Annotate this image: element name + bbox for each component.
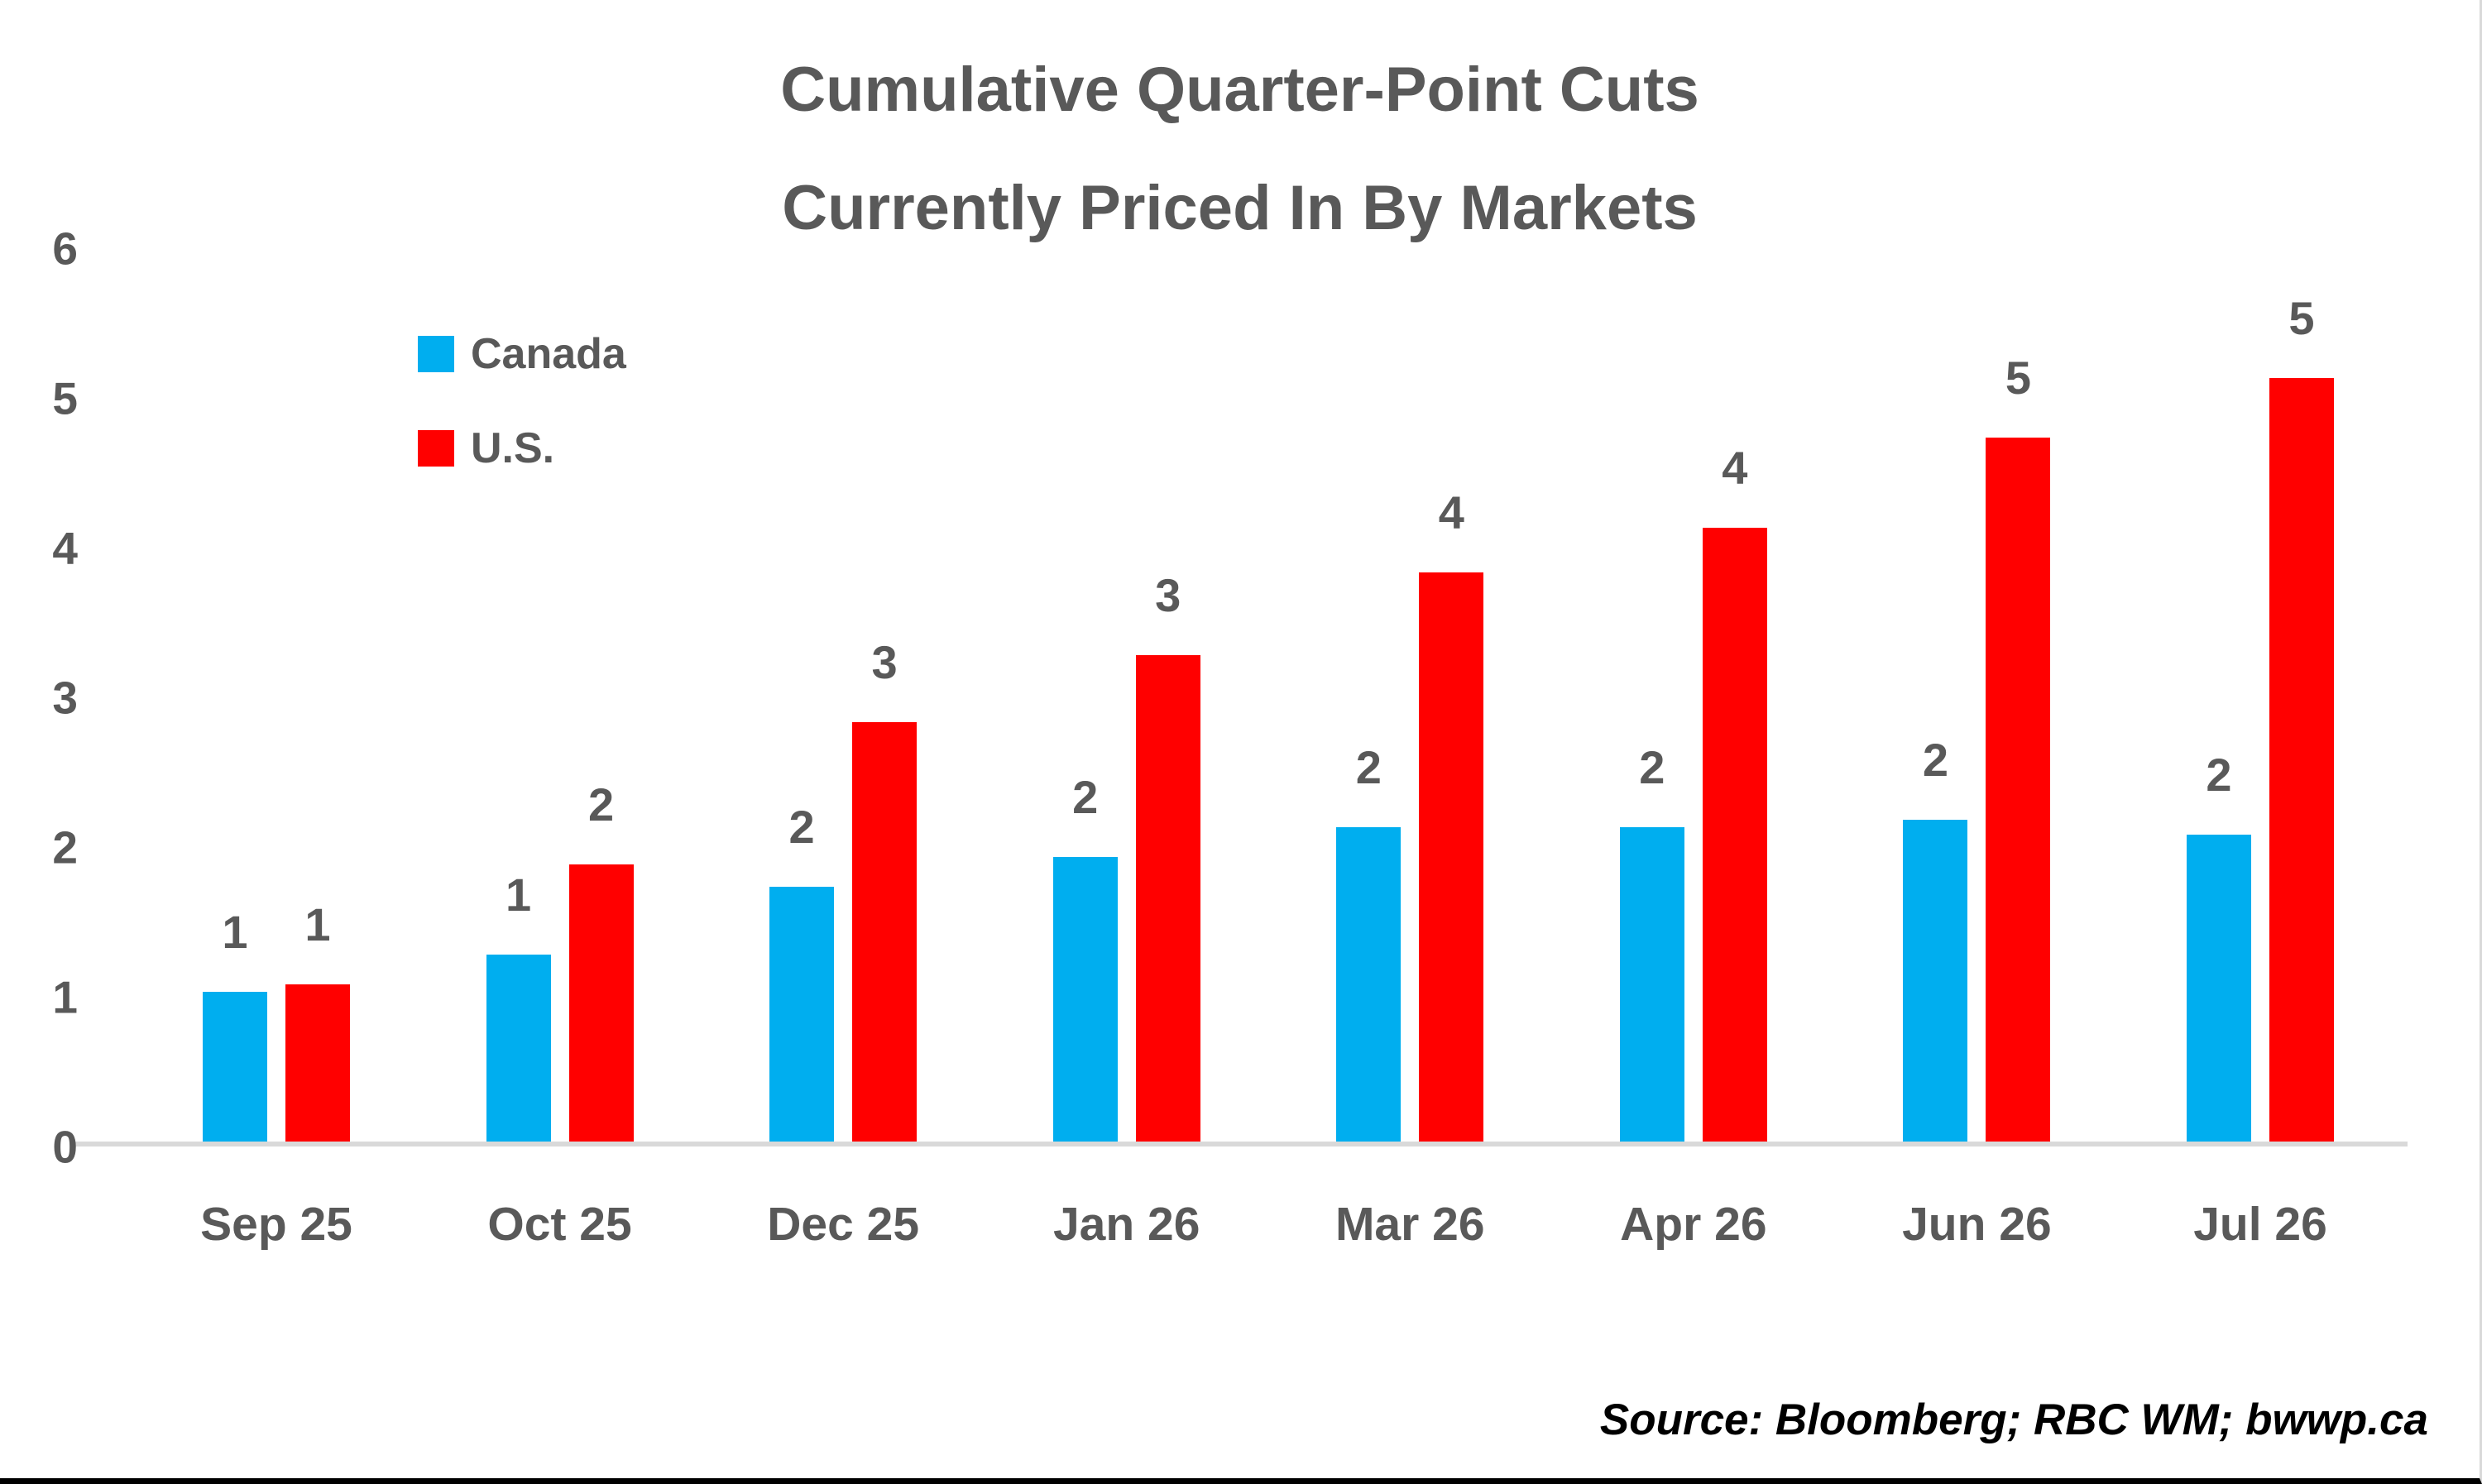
x-axis-label-2: Dec 25 — [767, 1198, 920, 1251]
bar-value-label-us-7: 5 — [2288, 292, 2315, 344]
legend-label-canada: Canada — [471, 330, 626, 378]
source-note: Source: Bloomberg; RBC WM; bwwp.ca — [1599, 1395, 2428, 1444]
bar-us-0 — [285, 984, 350, 1142]
bar-us-1 — [568, 864, 634, 1142]
x-axis-label-4: Mar 26 — [1334, 1198, 1485, 1251]
bar-value-label-canada-1: 1 — [505, 869, 532, 921]
bar-canada-6 — [1903, 820, 1968, 1142]
chart-title-line2: Currently Priced In By Markets — [782, 172, 1698, 243]
bar-us-5 — [1702, 528, 1767, 1142]
bar-value-label-canada-7: 2 — [2206, 749, 2232, 801]
bar-value-label-us-6: 5 — [2005, 352, 2031, 404]
bar-us-7 — [2269, 378, 2334, 1142]
legend-swatch-us-icon — [418, 430, 454, 467]
bar-canada-4 — [1336, 827, 1402, 1142]
bar-canada-2 — [769, 887, 835, 1142]
bar-value-label-us-5: 4 — [1722, 442, 1748, 494]
legend-swatch-canada-icon — [418, 336, 454, 372]
bar-us-2 — [852, 722, 918, 1142]
bar-value-label-us-2: 3 — [871, 636, 898, 688]
bar-value-label-canada-3: 2 — [1072, 771, 1099, 823]
x-axis-label-7: Jul 26 — [2193, 1198, 2327, 1251]
legend: Canada U.S. — [418, 330, 626, 519]
bar-canada-5 — [1619, 827, 1684, 1142]
y-axis-tick-label: 2 — [52, 821, 78, 874]
legend-label-us: U.S. — [471, 424, 555, 472]
y-axis-tick-label: 3 — [52, 672, 78, 724]
legend-item-us: U.S. — [418, 424, 626, 472]
x-axis-label-6: Jun 26 — [1902, 1198, 2052, 1251]
bar-us-6 — [1986, 438, 2051, 1142]
y-axis-tick-label: 0 — [52, 1121, 78, 1173]
bar-canada-0 — [203, 992, 267, 1142]
chart-title: Cumulative Quarter-Point Cuts Currently … — [0, 31, 2480, 268]
x-axis-label-0: Sep 25 — [200, 1198, 352, 1251]
chart-title-line1: Cumulative Quarter-Point Cuts — [780, 55, 1699, 125]
bar-value-label-canada-4: 2 — [1355, 741, 1382, 793]
bar-value-label-us-1: 2 — [587, 778, 615, 831]
bar-us-4 — [1419, 572, 1484, 1142]
bar-value-label-us-4: 4 — [1438, 486, 1464, 539]
bar-value-label-canada-2: 2 — [788, 801, 815, 853]
bar-value-label-canada-6: 2 — [1922, 734, 1948, 786]
x-axis-label-3: Jan 26 — [1052, 1198, 1200, 1251]
x-axis-line — [73, 1142, 2408, 1147]
x-axis-label-5: Apr 26 — [1620, 1198, 1767, 1251]
bar-us-3 — [1135, 655, 1200, 1142]
bar-value-label-canada-0: 1 — [222, 906, 248, 958]
legend-item-canada: Canada — [418, 330, 626, 378]
bar-canada-7 — [2186, 835, 2251, 1142]
y-axis-tick-label: 4 — [52, 522, 78, 574]
bar-canada-3 — [1052, 857, 1118, 1142]
bar-value-label-us-3: 3 — [1155, 569, 1181, 621]
bar-value-label-canada-5: 2 — [1639, 741, 1665, 793]
y-axis-tick-label: 5 — [52, 372, 78, 424]
y-axis-tick-label: 6 — [52, 223, 78, 275]
bar-value-label-us-0: 1 — [304, 898, 331, 950]
x-axis-label-1: Oct 25 — [487, 1198, 632, 1251]
y-axis-tick-label: 1 — [52, 971, 78, 1023]
bar-canada-1 — [486, 955, 551, 1142]
